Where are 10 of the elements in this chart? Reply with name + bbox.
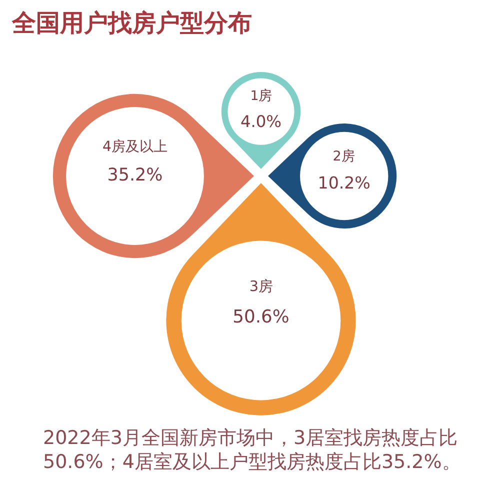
data-label: 10.2% [318,173,370,192]
category-label: 4房及以上 [102,138,168,155]
text: 全国用户找房户型分布 [12,8,252,38]
category-label: 2房 [332,148,356,165]
data-label: 35.2% [107,165,163,186]
data-label: 4.0% [240,112,282,132]
text: 2022年3月全国新房市场中，3居室找房热度占比50.6%；4居室及以上户型找房热度占比35.2%。 [43,426,462,474]
data-label: 50.6% [232,306,290,328]
category-label: 1房 [250,88,272,104]
category-label: 3房 [249,279,273,296]
